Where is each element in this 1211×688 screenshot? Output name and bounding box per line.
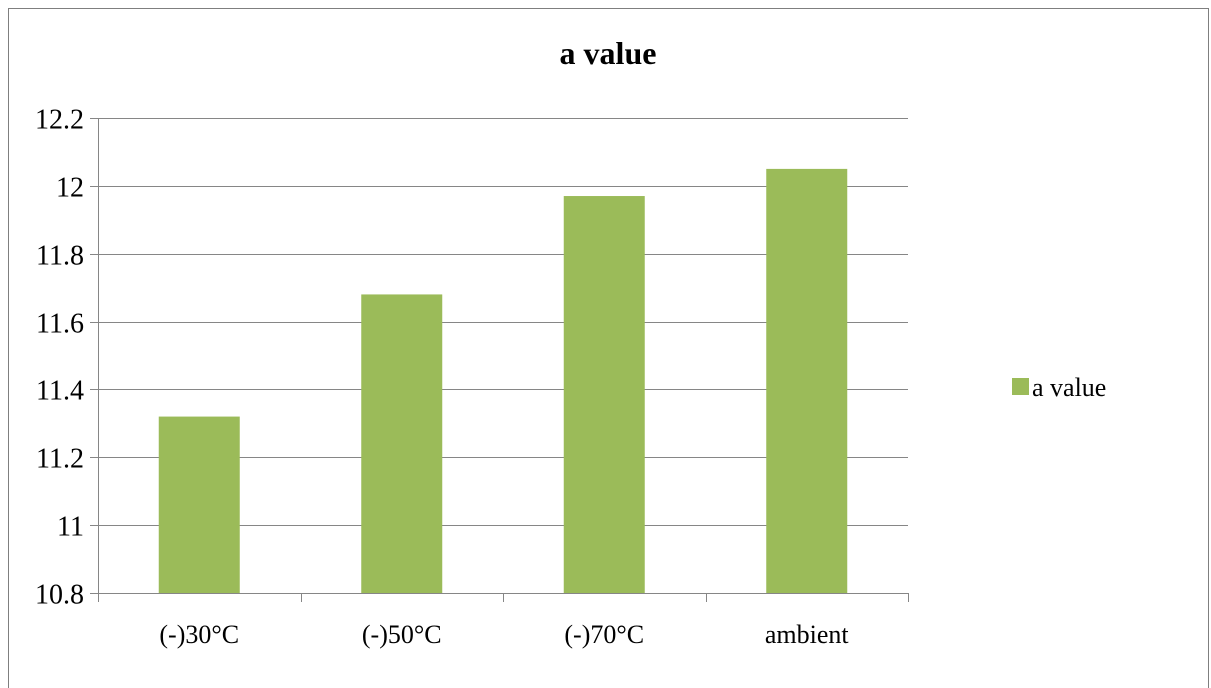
bars xyxy=(158,168,848,594)
bar xyxy=(563,196,645,594)
y-tick-label: 11.4 xyxy=(36,376,84,407)
y-tick-label: 11.6 xyxy=(36,309,84,340)
x-tick-label: (-)50°C xyxy=(362,620,442,649)
y-tick-label: 12 xyxy=(56,173,84,204)
y-tick-label: 11.2 xyxy=(36,444,84,475)
x-tick-label: (-)70°C xyxy=(564,620,644,649)
y-tick-label: 11 xyxy=(57,512,84,543)
y-tick-labels: 10.8 11 11.2 11.4 11.6 11.8 12 12.2 xyxy=(35,105,84,611)
y-tick-label: 11.8 xyxy=(36,241,84,272)
x-tick-label: ambient xyxy=(765,620,850,649)
axes xyxy=(90,118,909,602)
bar-chart: a value 10.8 11 11.2 11.4 11.6 11.8 12 12.2 (-)… xyxy=(35,35,1106,649)
chart-title: a value xyxy=(560,35,657,71)
bar xyxy=(158,416,240,593)
x-tick-label: (-)30°C xyxy=(159,620,239,649)
bar xyxy=(361,294,443,593)
y-tick-label: 10.8 xyxy=(35,580,84,611)
legend: a value xyxy=(1012,373,1106,402)
y-tick-label: 12.2 xyxy=(35,105,84,136)
legend-swatch xyxy=(1012,378,1029,395)
x-tick-labels: (-)30°C (-)50°C (-)70°C ambient xyxy=(159,620,849,649)
chart-frame xyxy=(8,8,1209,688)
legend-label: a value xyxy=(1032,373,1106,402)
bar xyxy=(766,168,848,593)
